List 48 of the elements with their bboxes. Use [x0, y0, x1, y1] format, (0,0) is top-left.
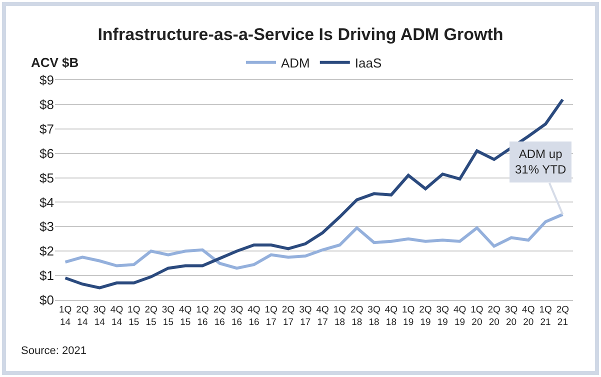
x-tick-label: 2Q 17 [282, 304, 295, 328]
x-tick-label: 1Q 17 [264, 304, 278, 328]
y-tick-label: $9 [40, 72, 54, 88]
y-tick-label: $1 [40, 268, 54, 284]
y-tick-label: $0 [40, 292, 54, 308]
chart-title: Infrastructure-as-a-Service Is Driving ADM Growth [98, 24, 504, 44]
x-tick-label: 3Q 18 [368, 304, 380, 328]
x-tick-label: 1Q 18 [333, 304, 346, 328]
x-tick-label: 4Q 17 [316, 304, 329, 328]
x-tick-label: 1Q 20 [470, 304, 484, 328]
x-tick-label: 1Q 19 [402, 304, 415, 328]
x-tick-label: 2Q 21 [556, 304, 570, 328]
x-tick-label: 4Q 15 [179, 304, 192, 328]
x-tick-label: 1Q 14 [58, 304, 72, 328]
x-tick-label: 2Q 20 [488, 304, 500, 328]
x-tick-label: 1Q 15 [128, 304, 140, 328]
annotation: ADM up 31% YTD [515, 147, 566, 177]
x-tick-label: 4Q 16 [248, 304, 260, 328]
x-tick-label: 2Q 15 [144, 304, 158, 328]
legend-label: IaaS [354, 55, 382, 70]
x-tick-label: 2Q 19 [419, 304, 432, 328]
y-tick-label: $3 [40, 219, 54, 234]
x-tick-label: 3Q 20 [504, 304, 518, 328]
y-tick-label: $8 [40, 96, 54, 112]
y-tick-label: $6 [40, 146, 54, 161]
x-tick-label: 2Q 16 [213, 304, 226, 328]
y-tick-label: $7 [40, 121, 54, 136]
y-axis-title: ACV $B [31, 55, 79, 70]
x-tick-label: 3Q 14 [93, 304, 106, 328]
x-tick-label: 1Q 21 [539, 304, 552, 328]
source-note: Source: 2021 [21, 345, 86, 357]
x-tick-label: 1Q 16 [196, 304, 209, 328]
x-tick-label: 4Q 19 [453, 304, 466, 328]
x-tick-label: 3Q 16 [230, 304, 244, 328]
x-tick-label: 4Q 14 [110, 304, 124, 328]
line-series [64, 98, 564, 290]
y-tick-label: $5 [40, 170, 54, 186]
x-tick-label: 3Q 15 [162, 304, 175, 328]
x-tick-label: 4Q 20 [522, 304, 535, 328]
x-tick-label: 4Q 18 [384, 304, 398, 328]
x-tick-label: 2Q 18 [350, 304, 364, 328]
legend-label: ADM [281, 55, 310, 70]
y-tick-label: $2 [40, 244, 54, 259]
x-tick-label: 3Q 17 [299, 304, 312, 328]
x-tick-label: 2Q 14 [76, 304, 89, 328]
x-tick-label: 3Q 19 [436, 304, 449, 328]
line-series [64, 212, 564, 270]
y-tick-label: $4 [40, 194, 54, 210]
